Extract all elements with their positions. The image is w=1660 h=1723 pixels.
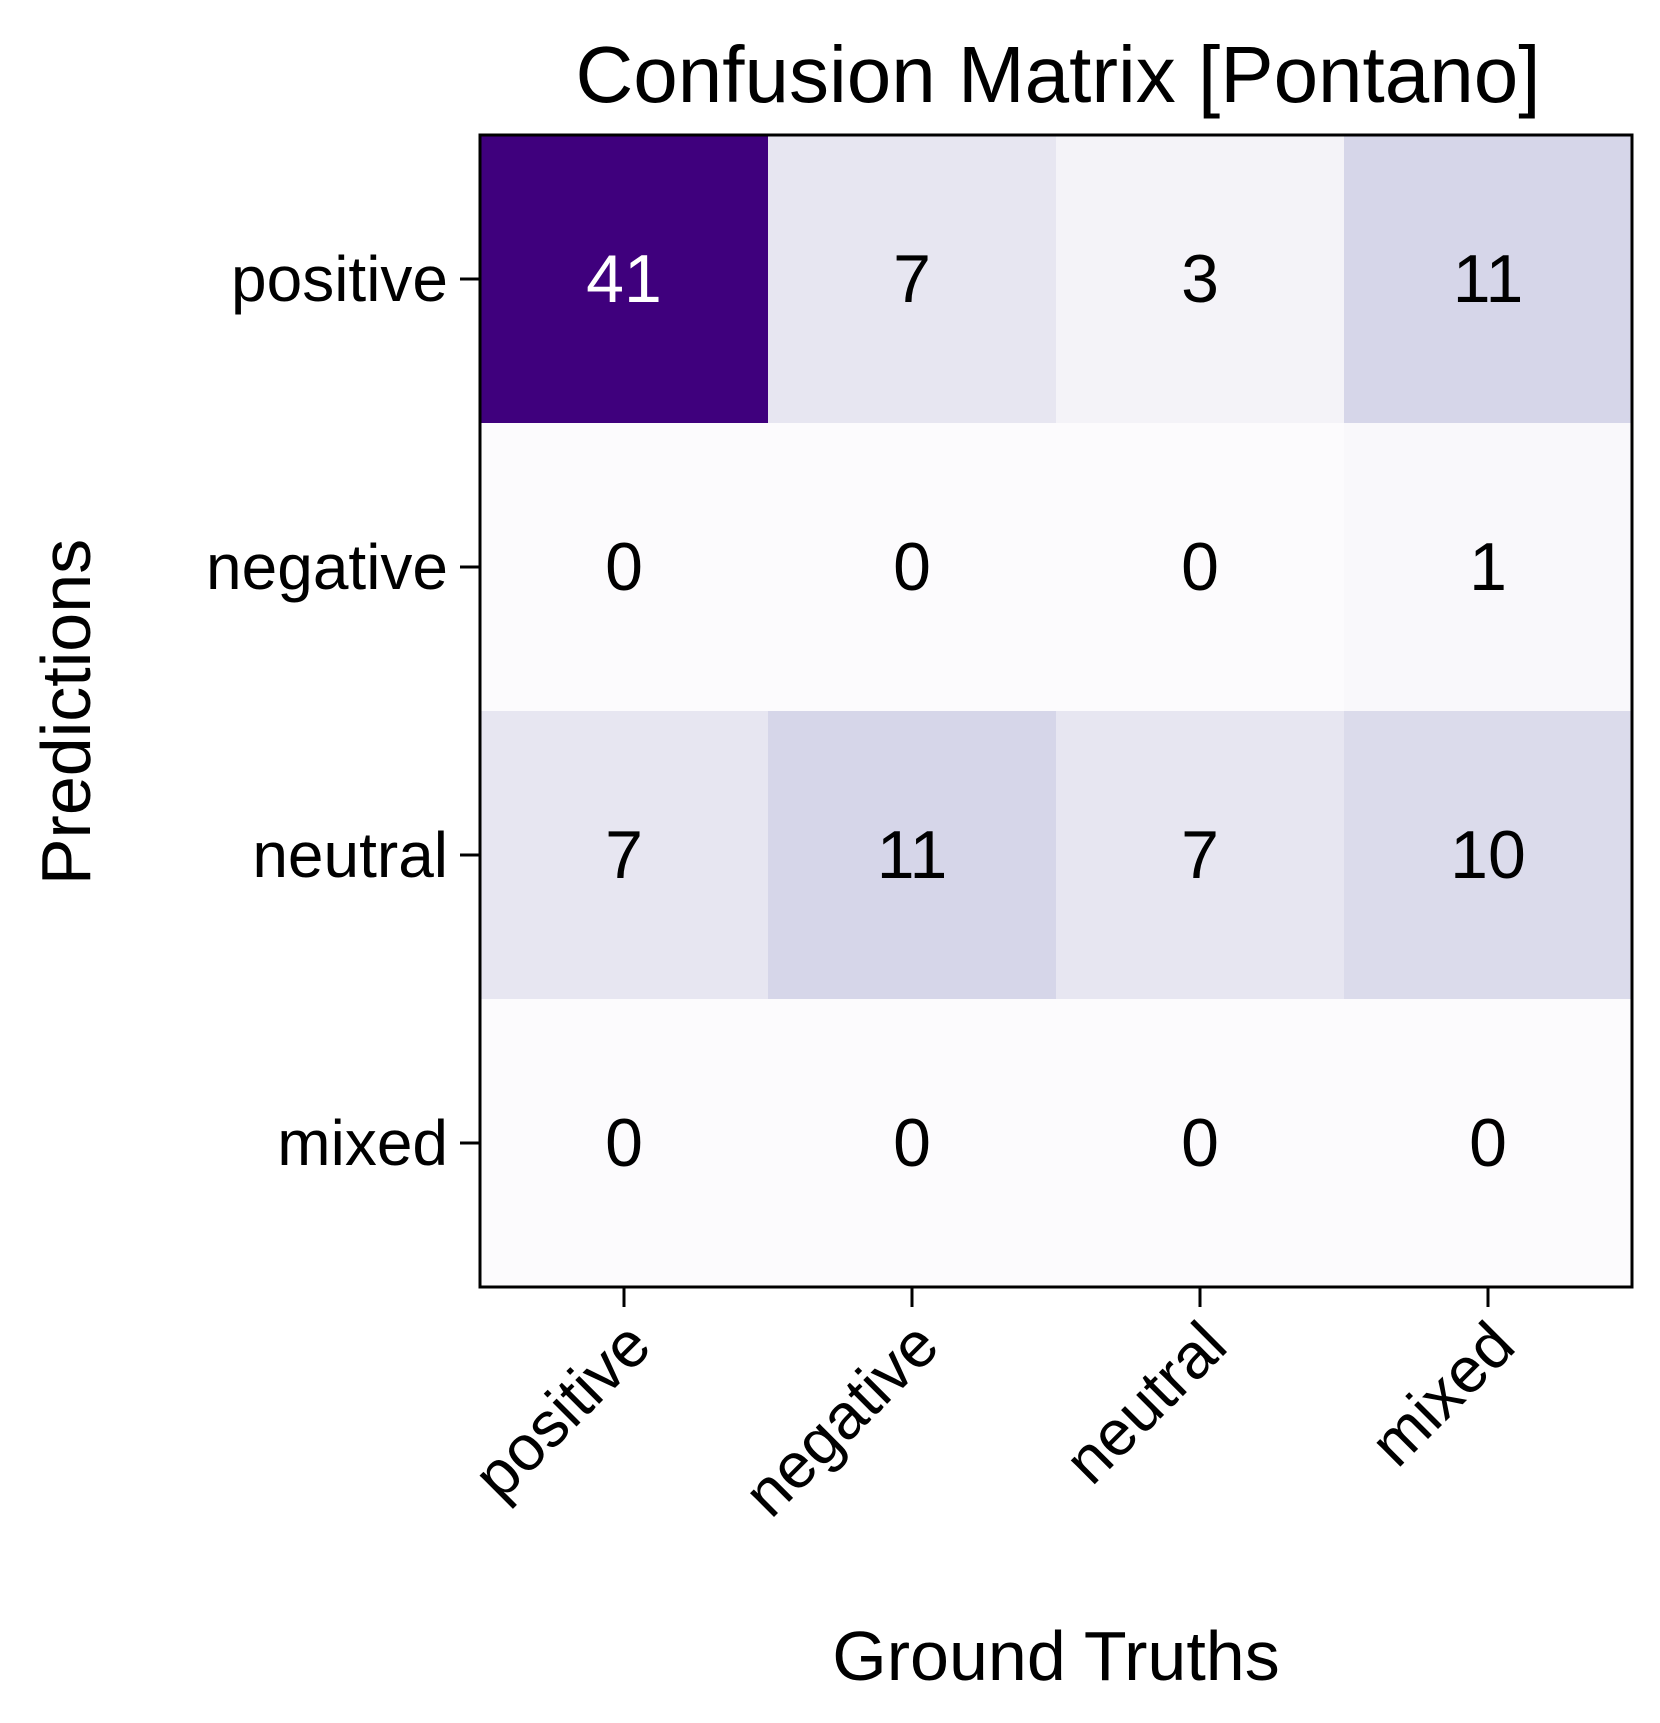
heatmap-cell-mixed-positive bbox=[480, 999, 769, 1288]
x-tick-label-mixed: mixed bbox=[1356, 1308, 1528, 1480]
x-axis-ticks: positive negative neutral mixed bbox=[460, 1287, 1528, 1530]
x-tick-label-neutral: neutral bbox=[1051, 1308, 1240, 1497]
cell-value-neutral-positive: 7 bbox=[605, 817, 643, 893]
heatmap-cell-mixed-neutral bbox=[1056, 999, 1345, 1288]
heatmap-cell-negative-mixed bbox=[1344, 423, 1633, 712]
heatmap-cell-positive-neutral bbox=[1056, 135, 1345, 424]
y-axis-ticks: positive negative neutral mixed bbox=[206, 243, 480, 1179]
y-axis-label: Predictions bbox=[27, 539, 105, 885]
heatmap-cell-positive-mixed bbox=[1344, 135, 1633, 424]
chart-title: Confusion Matrix [Pontano] bbox=[576, 30, 1541, 119]
heatmap-cell-negative-positive bbox=[480, 423, 769, 712]
cell-value-negative-neutral: 0 bbox=[1181, 529, 1219, 605]
heatmap-cell-mixed-mixed bbox=[1344, 999, 1633, 1288]
cell-value-positive-neutral: 3 bbox=[1181, 241, 1219, 317]
y-tick-label-negative: negative bbox=[206, 531, 448, 603]
cell-value-mixed-positive: 0 bbox=[605, 1105, 643, 1181]
cell-value-neutral-negative: 11 bbox=[877, 817, 948, 893]
cell-value-negative-mixed: 1 bbox=[1469, 529, 1507, 605]
x-axis-label: Ground Truths bbox=[832, 1617, 1279, 1695]
y-tick-label-positive: positive bbox=[231, 243, 448, 315]
heatmap-cell-positive-negative bbox=[768, 135, 1057, 424]
heatmap-cells bbox=[480, 135, 1633, 1288]
cell-value-neutral-mixed: 10 bbox=[1450, 817, 1526, 893]
heatmap-cell-mixed-negative bbox=[768, 999, 1057, 1288]
heatmap-cell-neutral-positive bbox=[480, 711, 769, 1000]
heatmap-cell-neutral-neutral bbox=[1056, 711, 1345, 1000]
x-tick-label-positive: positive bbox=[460, 1308, 664, 1512]
cell-value-positive-positive: 41 bbox=[586, 241, 662, 317]
cell-value-positive-mixed: 11 bbox=[1453, 241, 1524, 317]
y-tick-label-neutral: neutral bbox=[252, 819, 448, 891]
cell-value-mixed-mixed: 0 bbox=[1469, 1105, 1507, 1181]
cell-value-mixed-neutral: 0 bbox=[1181, 1105, 1219, 1181]
heatmap-cell-labels: 41 7 3 11 0 0 0 1 7 11 7 10 0 0 0 0 bbox=[586, 241, 1526, 1181]
heatmap-cell-negative-negative bbox=[768, 423, 1057, 712]
cell-value-negative-negative: 0 bbox=[893, 529, 931, 605]
heatmap-cell-neutral-mixed bbox=[1344, 711, 1633, 1000]
y-tick-label-mixed: mixed bbox=[277, 1107, 448, 1179]
cell-value-negative-positive: 0 bbox=[605, 529, 643, 605]
heatmap-cell-neutral-negative bbox=[768, 711, 1057, 1000]
cell-value-neutral-neutral: 7 bbox=[1181, 817, 1219, 893]
cell-value-positive-negative: 7 bbox=[893, 241, 931, 317]
x-tick-label-negative: negative bbox=[730, 1308, 952, 1530]
heatmap-cell-negative-neutral bbox=[1056, 423, 1345, 712]
heatmap-cell-positive-positive bbox=[480, 135, 769, 424]
plot-frame bbox=[478, 133, 1634, 1289]
cell-value-mixed-negative: 0 bbox=[893, 1105, 931, 1181]
